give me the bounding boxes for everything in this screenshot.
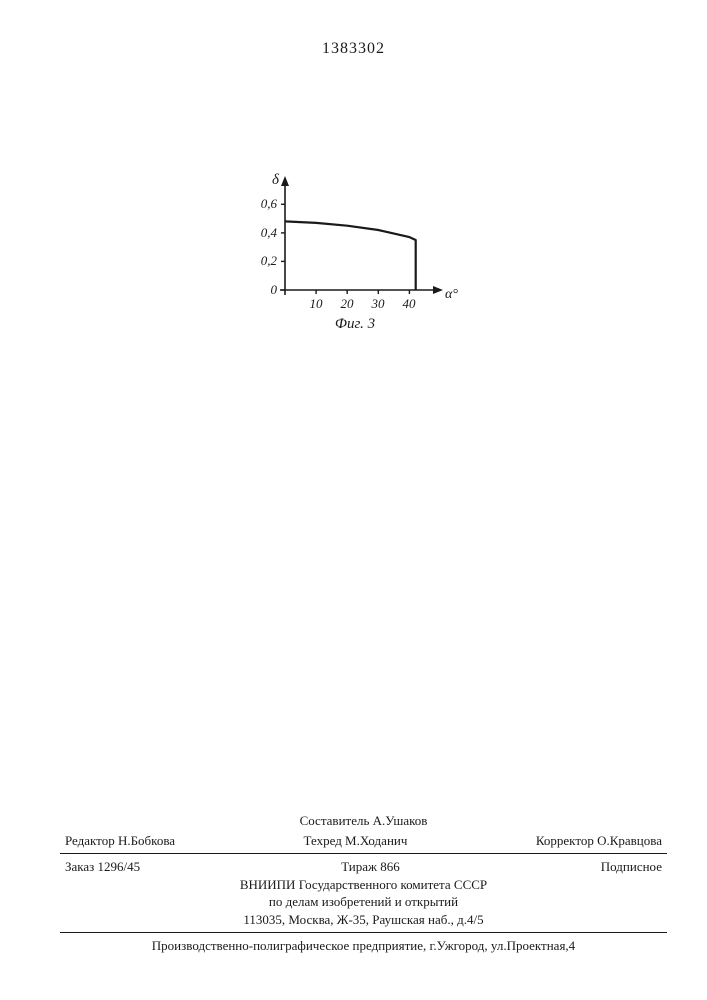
org-address: 113035, Москва, Ж-35, Раушская наб., д.4… bbox=[65, 911, 662, 929]
credits-row: Редактор Н.Бобкова Техред М.Ходанич Корр… bbox=[60, 832, 667, 852]
org-line-1: ВНИИПИ Государственного комитета СССР bbox=[65, 876, 662, 894]
editor-credit: Редактор Н.Бобкова bbox=[65, 832, 175, 850]
divider-1 bbox=[60, 853, 667, 854]
y-tick-3: 0,6 bbox=[261, 196, 278, 211]
x-tick-1: 20 bbox=[341, 296, 355, 311]
org-block: ВНИИПИ Государственного комитета СССР по… bbox=[60, 876, 667, 931]
y-tick-0: 0 bbox=[271, 282, 278, 297]
order-row: Заказ 1296/45 Тираж 866 Подписное bbox=[60, 856, 667, 876]
x-tick-0: 10 bbox=[310, 296, 324, 311]
y-tick-1: 0,2 bbox=[261, 253, 278, 268]
order-number: Заказ 1296/45 bbox=[65, 858, 140, 876]
page-number: 1383302 bbox=[0, 40, 707, 58]
chart-fig3: 0 0,2 0,4 0,6 10 20 30 40 δ α° Фиг. 3 bbox=[245, 170, 465, 340]
subscription: Подписное bbox=[601, 858, 662, 876]
compiler-line: Составитель А.Ушаков bbox=[60, 812, 667, 832]
footer-block: Составитель А.Ушаков Редактор Н.Бобкова … bbox=[60, 812, 667, 955]
x-axis-symbol: α° bbox=[445, 287, 458, 302]
corrector-credit: Корректор О.Кравцова bbox=[536, 832, 662, 850]
x-tick-2: 30 bbox=[371, 296, 386, 311]
divider-2 bbox=[60, 932, 667, 933]
chart-series bbox=[285, 221, 416, 290]
chart-caption: Фиг. 3 bbox=[335, 316, 375, 332]
y-axis-symbol: δ bbox=[272, 172, 280, 188]
x-tick-3: 40 bbox=[403, 296, 417, 311]
y-tick-2: 0,4 bbox=[261, 225, 278, 240]
printer-line: Производственно-полиграфическое предприя… bbox=[60, 935, 667, 955]
org-line-2: по делам изобретений и открытий bbox=[65, 893, 662, 911]
chart-axes bbox=[280, 176, 443, 295]
print-run: Тираж 866 bbox=[341, 858, 400, 876]
chart-svg: 0 0,2 0,4 0,6 10 20 30 40 δ α° Фиг. 3 bbox=[245, 170, 465, 340]
techred-credit: Техред М.Ходанич bbox=[304, 832, 408, 850]
